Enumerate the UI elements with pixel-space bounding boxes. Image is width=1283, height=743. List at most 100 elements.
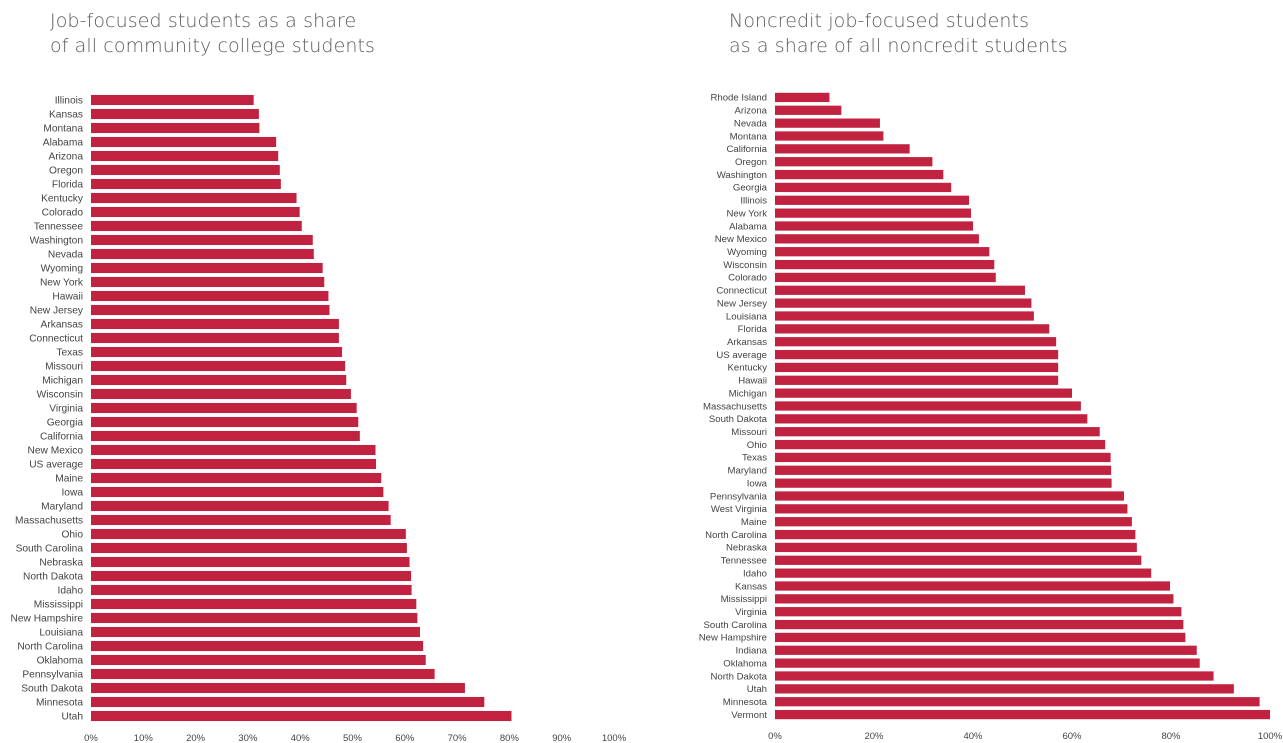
- left-bar: [91, 318, 339, 330]
- right-bar: [775, 118, 880, 128]
- left-category-label: South Dakota: [21, 683, 83, 694]
- right-bar: [775, 568, 1152, 578]
- left-x-tick-label: 50%: [343, 733, 363, 743]
- left-bar: [91, 94, 254, 106]
- left-x-tick-label: 80%: [500, 733, 520, 743]
- right-category-label: Florida: [738, 324, 768, 335]
- right-bar: [775, 607, 1182, 617]
- right-bar: [775, 234, 979, 244]
- chart-title-right: Noncredit job-focused students as a shar…: [729, 9, 1068, 59]
- right-bar: [775, 221, 973, 231]
- right-category-label: Wyoming: [727, 247, 767, 258]
- left-bar: [91, 514, 391, 526]
- right-bar: [775, 684, 1234, 694]
- right-category-label: Utah: [747, 684, 767, 695]
- right-category-label: Wisconsin: [723, 260, 767, 271]
- left-bar: [91, 500, 389, 512]
- left-bar: [91, 598, 417, 610]
- left-category-label: Idaho: [58, 585, 84, 596]
- left-bar: [91, 472, 382, 484]
- right-category-label: Maine: [741, 517, 767, 528]
- right-category-label: Nevada: [734, 118, 768, 129]
- right-bar: [775, 298, 1032, 308]
- left-x-tick-label: 100%: [602, 733, 627, 743]
- right-bar: [775, 337, 1057, 347]
- left-bar: [91, 136, 277, 148]
- left-category-label: Utah: [61, 711, 83, 722]
- left-category-label: Minnesota: [36, 697, 83, 708]
- left-category-label: North Carolina: [17, 641, 83, 652]
- right-bar: [775, 169, 944, 180]
- right-bar: [775, 375, 1059, 385]
- right-category-label: Georgia: [733, 183, 768, 194]
- left-bar: [91, 276, 325, 288]
- right-bar: [775, 324, 1050, 334]
- left-bar: [91, 402, 357, 414]
- left-bar: [91, 206, 300, 218]
- right-category-label: Tennessee: [721, 556, 767, 567]
- left-bar: [91, 374, 347, 386]
- left-category-label: Florida: [52, 179, 83, 190]
- right-category-label: Virginia: [735, 607, 767, 618]
- left-bar: [91, 556, 410, 568]
- left-category-label: Ohio: [61, 529, 83, 540]
- right-bar: [775, 92, 830, 103]
- right-bar: [775, 581, 1171, 591]
- left-bar: [91, 430, 360, 442]
- left-bar: [91, 416, 359, 428]
- left-category-label: Texas: [56, 347, 83, 358]
- bar-chart-left: Illinois Kansas Montana Alabama Arizona Orego…: [11, 94, 627, 743]
- left-category-label: Wisconsin: [37, 389, 83, 400]
- left-bar: [91, 528, 406, 540]
- right-category-label: Vermont: [731, 710, 767, 721]
- right-bar: [775, 491, 1124, 501]
- chart-title-left-line-1: Job-focused students as a share: [50, 10, 357, 32]
- right-bar: [775, 709, 1270, 720]
- left-category-label: Virginia: [49, 403, 83, 414]
- right-bar: [775, 452, 1111, 463]
- right-bar: [775, 285, 1025, 295]
- left-category-label: Kansas: [49, 109, 83, 120]
- right-x-tick-label: 20%: [864, 731, 884, 742]
- left-bar: [91, 612, 418, 624]
- right-x-tick-label: 60%: [1062, 731, 1082, 742]
- right-category-label: Massachusetts: [703, 401, 767, 412]
- right-bar: [775, 542, 1137, 553]
- left-category-label: Pennsylvania: [22, 669, 83, 680]
- left-category-label: Nebraska: [39, 557, 83, 568]
- right-category-label: Illinois: [740, 196, 767, 207]
- right-bar: [775, 182, 952, 193]
- left-bar: [91, 290, 329, 302]
- right-category-label: California: [726, 144, 767, 155]
- left-x-tick-label: 30%: [238, 733, 258, 743]
- right-bar: [775, 427, 1100, 437]
- left-category-label: US average: [29, 459, 83, 470]
- right-bar: [775, 388, 1072, 398]
- left-bar: [91, 150, 279, 162]
- left-category-label: California: [40, 431, 83, 442]
- left-bar: [91, 178, 281, 190]
- right-category-label: Rhode Island: [710, 93, 767, 104]
- right-bar: [775, 478, 1112, 488]
- right-x-tick-label: 80%: [1161, 731, 1181, 742]
- right-category-label: Texas: [742, 453, 767, 464]
- right-x-tick-label: 40%: [963, 731, 983, 742]
- right-bar: [775, 144, 910, 154]
- left-category-label: Connecticut: [29, 333, 83, 344]
- right-category-label: Oklahoma: [723, 658, 767, 669]
- left-bar: [91, 542, 407, 554]
- left-bar: [91, 304, 330, 316]
- right-category-label: Maryland: [728, 466, 767, 477]
- left-bar: [91, 164, 280, 176]
- right-category-label: Pennsylvania: [710, 491, 768, 502]
- left-category-label: Hawaii: [52, 291, 83, 302]
- right-category-label: Minnesota: [723, 697, 768, 708]
- left-category-label: Mississippi: [34, 599, 83, 610]
- chart-title-left: Job-focused students as a share of all c…: [50, 9, 375, 59]
- left-bar: [91, 682, 465, 694]
- left-category-label: Arkansas: [41, 319, 83, 330]
- right-bar: [775, 131, 884, 141]
- chart-title-left-line-2: of all community college students: [50, 35, 376, 57]
- left-x-tick-label: 10%: [134, 733, 154, 743]
